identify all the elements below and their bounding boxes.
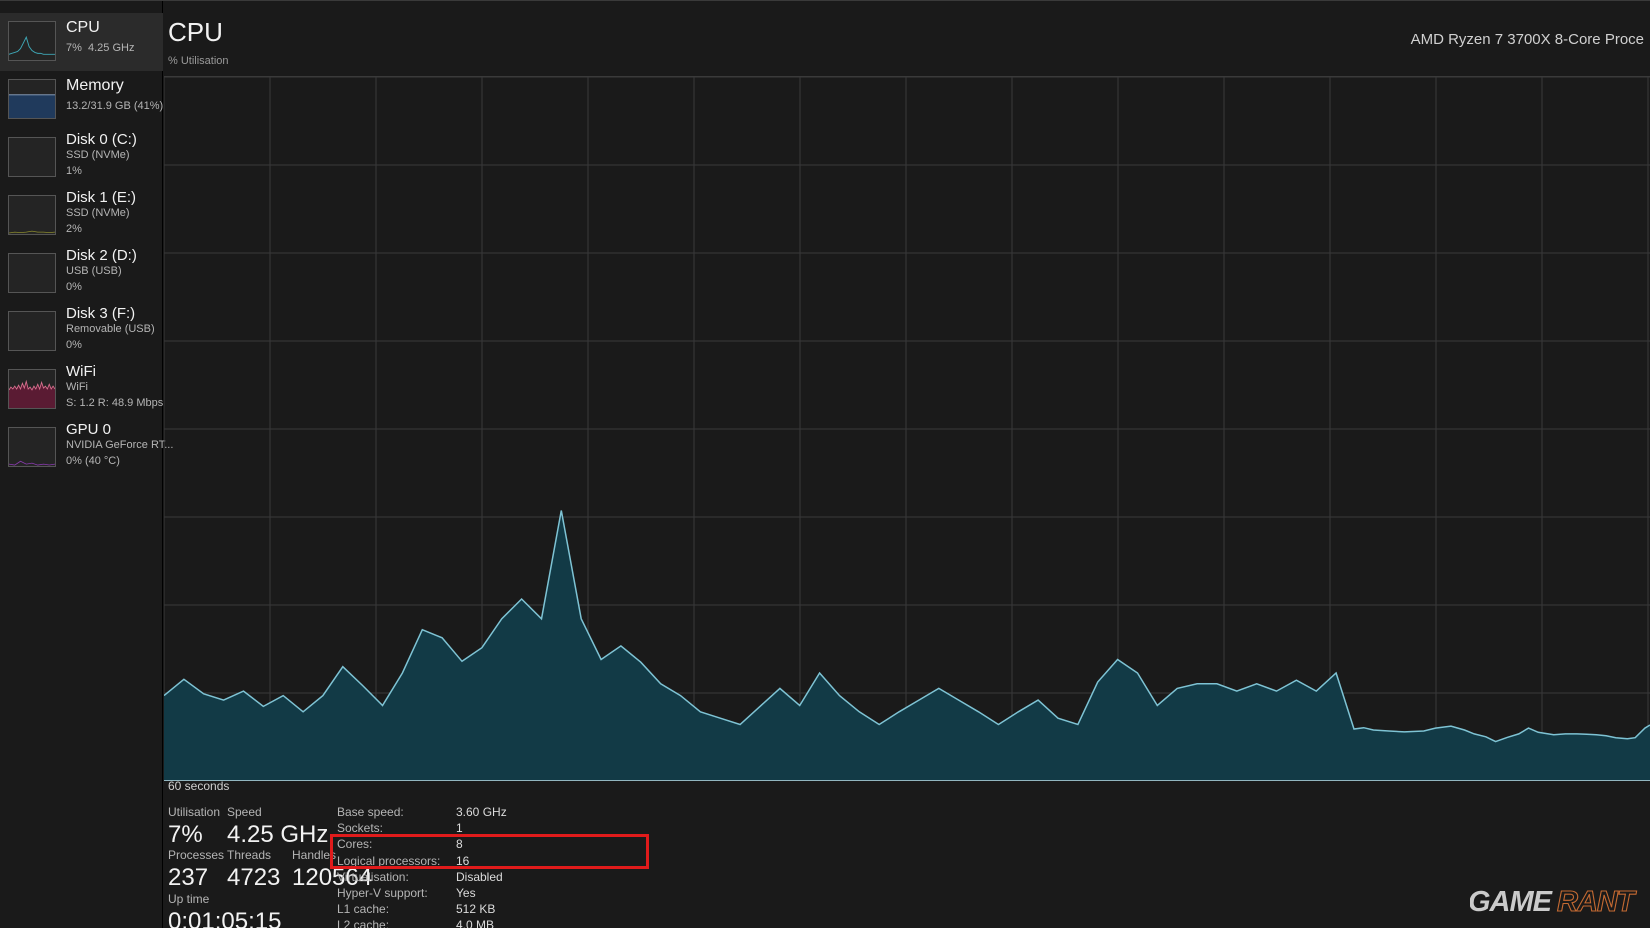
svg-text:RANT: RANT: [1557, 886, 1637, 918]
svg-text:GAME: GAME: [1470, 886, 1554, 918]
